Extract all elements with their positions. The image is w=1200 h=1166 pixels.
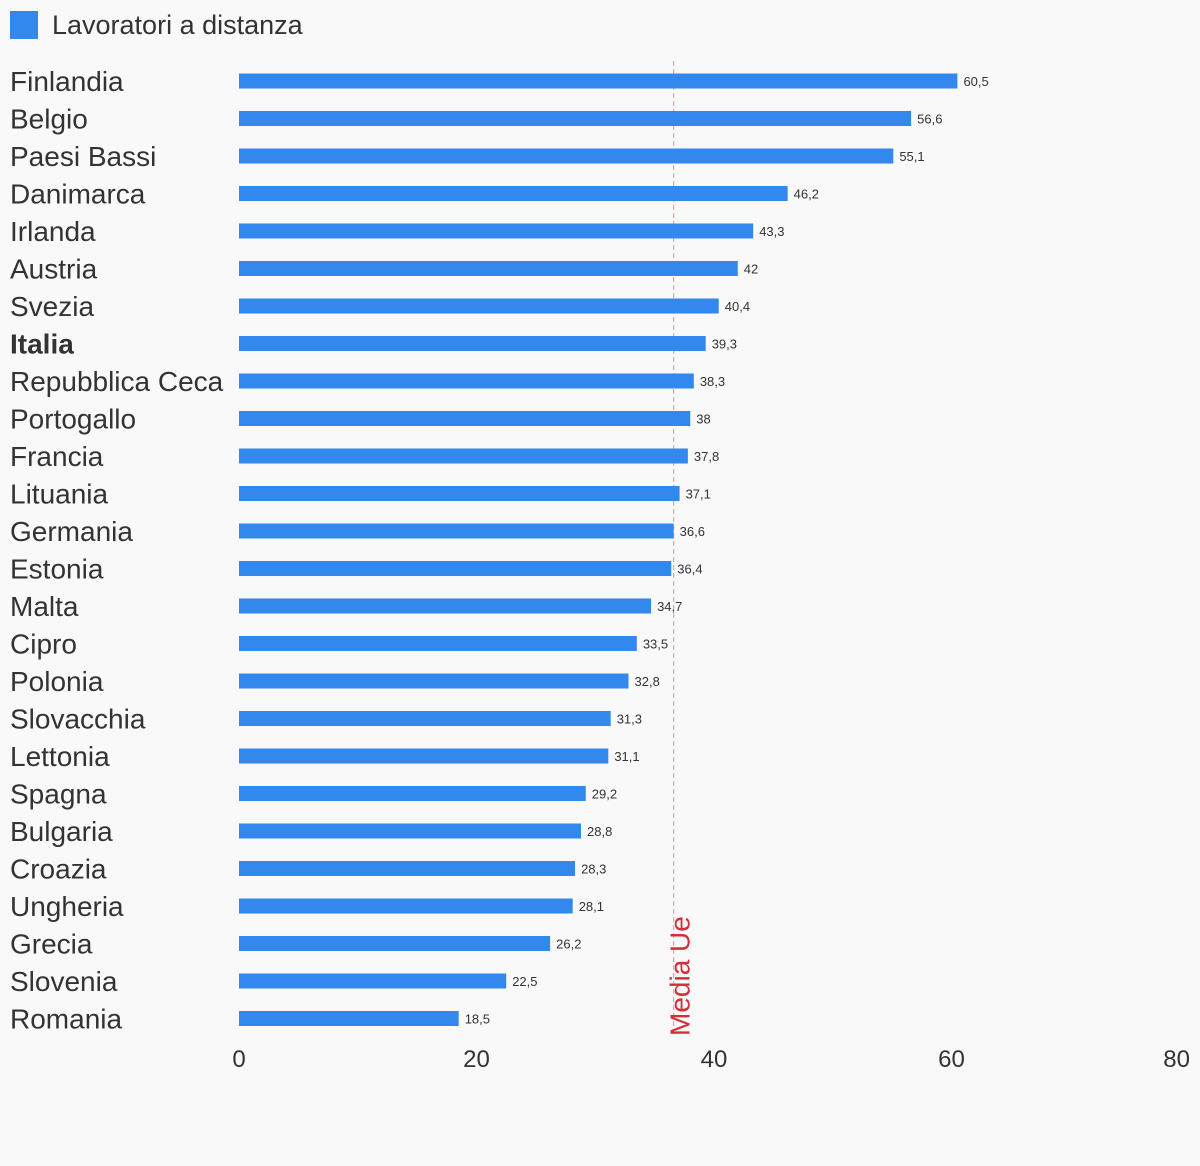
bar (239, 636, 637, 651)
bar (239, 748, 609, 764)
reference-line-label: Media Ue (665, 916, 696, 1036)
value-label: 28,8 (587, 824, 612, 839)
category-label: Germania (10, 516, 133, 547)
category-label: Austria (10, 254, 98, 285)
value-label: 18,5 (465, 1012, 490, 1027)
category-label: Ungheria (10, 891, 124, 922)
x-tick-label: 20 (463, 1046, 490, 1073)
value-label: 38,3 (700, 374, 725, 389)
bar (239, 448, 688, 464)
bar (239, 298, 719, 314)
category-label: Romania (10, 1004, 122, 1035)
bar (239, 673, 629, 689)
value-label: 56,6 (917, 112, 942, 127)
x-tick-label: 80 (1163, 1046, 1190, 1073)
bar (239, 111, 912, 126)
value-label: 60,5 (963, 74, 988, 89)
x-tick-label: 60 (938, 1046, 965, 1073)
category-label: Danimarca (10, 179, 146, 210)
bar (239, 561, 672, 576)
category-label: Portogallo (10, 404, 136, 435)
value-label: 42 (744, 262, 758, 277)
category-label: Spagna (10, 779, 107, 810)
bar (239, 936, 551, 951)
bar (239, 73, 958, 89)
category-label: Bulgaria (10, 816, 113, 847)
bar (239, 861, 576, 876)
value-label: 32,8 (635, 674, 660, 689)
category-label: Cipro (10, 629, 77, 660)
category-label: Irlanda (10, 216, 96, 247)
value-label: 34,7 (657, 599, 682, 614)
legend-color-swatch (10, 11, 38, 39)
reference-label-layer: Media Ue (665, 916, 696, 1036)
bar (239, 973, 507, 989)
category-label: Repubblica Ceca (10, 366, 224, 397)
value-label: 33,5 (643, 637, 668, 652)
bar (239, 786, 586, 801)
value-label: 39,3 (712, 337, 737, 352)
x-tick-label: 0 (232, 1046, 245, 1073)
value-label: 36,6 (680, 524, 705, 539)
value-label: 37,1 (686, 487, 711, 502)
category-label: Paesi Bassi (10, 141, 156, 172)
value-label: 36,4 (677, 562, 702, 577)
value-label: 55,1 (899, 149, 924, 164)
bar (239, 711, 611, 726)
bar (239, 373, 694, 389)
category-label: Svezia (10, 291, 94, 322)
value-labels-layer: 60,5 56,6 55,1 46,2 43,3 42 40,4 39,3 38,3 38 37,8… (465, 74, 989, 1027)
category-labels-layer: Finlandia Belgio Paesi Bassi Danimarca Irlan… (10, 66, 224, 1035)
bar (239, 186, 788, 201)
category-label: Grecia (10, 929, 93, 960)
value-label: 28,1 (579, 899, 604, 914)
bar (239, 148, 894, 164)
value-label: 40,4 (725, 299, 750, 314)
bar (239, 486, 680, 501)
bar (239, 261, 738, 276)
category-label: Lituania (10, 479, 109, 510)
bar (239, 1011, 459, 1026)
bar (239, 523, 674, 539)
category-label: Slovenia (10, 966, 118, 997)
value-label: 38 (696, 412, 710, 427)
chart-legend: Lavoratori a distanza (10, 9, 303, 41)
bar (239, 411, 691, 426)
bar (239, 898, 573, 914)
category-label: Polonia (10, 666, 104, 697)
category-label: Slovacchia (10, 704, 146, 735)
value-label: 37,8 (694, 449, 719, 464)
value-label: 28,3 (581, 862, 606, 877)
legend-label: Lavoratori a distanza (52, 9, 303, 40)
category-label: Lettonia (10, 741, 110, 772)
value-label: 22,5 (512, 974, 537, 989)
category-label: Estonia (10, 554, 104, 585)
bar (239, 223, 754, 239)
bar (239, 823, 581, 839)
bar (239, 336, 706, 351)
category-label: Malta (10, 591, 79, 622)
value-label: 31,1 (614, 749, 639, 764)
value-label: 43,3 (759, 224, 784, 239)
bar (239, 598, 652, 614)
category-label: Croazia (10, 854, 107, 885)
value-label: 31,3 (617, 712, 642, 727)
x-tick-label: 40 (701, 1046, 728, 1073)
x-axis-ticks-layer: 0 20 40 60 80 (232, 1046, 1190, 1073)
value-label: 29,2 (592, 787, 617, 802)
category-label: Italia (10, 329, 74, 360)
value-label: 46,2 (794, 187, 819, 202)
value-label: 26,2 (556, 937, 581, 952)
category-label: Belgio (10, 104, 88, 135)
bars-layer (239, 73, 958, 1026)
category-label: Finlandia (10, 66, 124, 97)
category-label: Francia (10, 441, 104, 472)
